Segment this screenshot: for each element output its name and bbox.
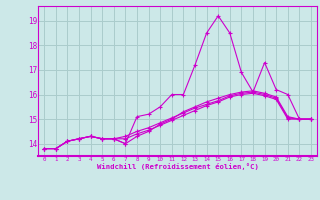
X-axis label: Windchill (Refroidissement éolien,°C): Windchill (Refroidissement éolien,°C) xyxy=(97,163,259,170)
